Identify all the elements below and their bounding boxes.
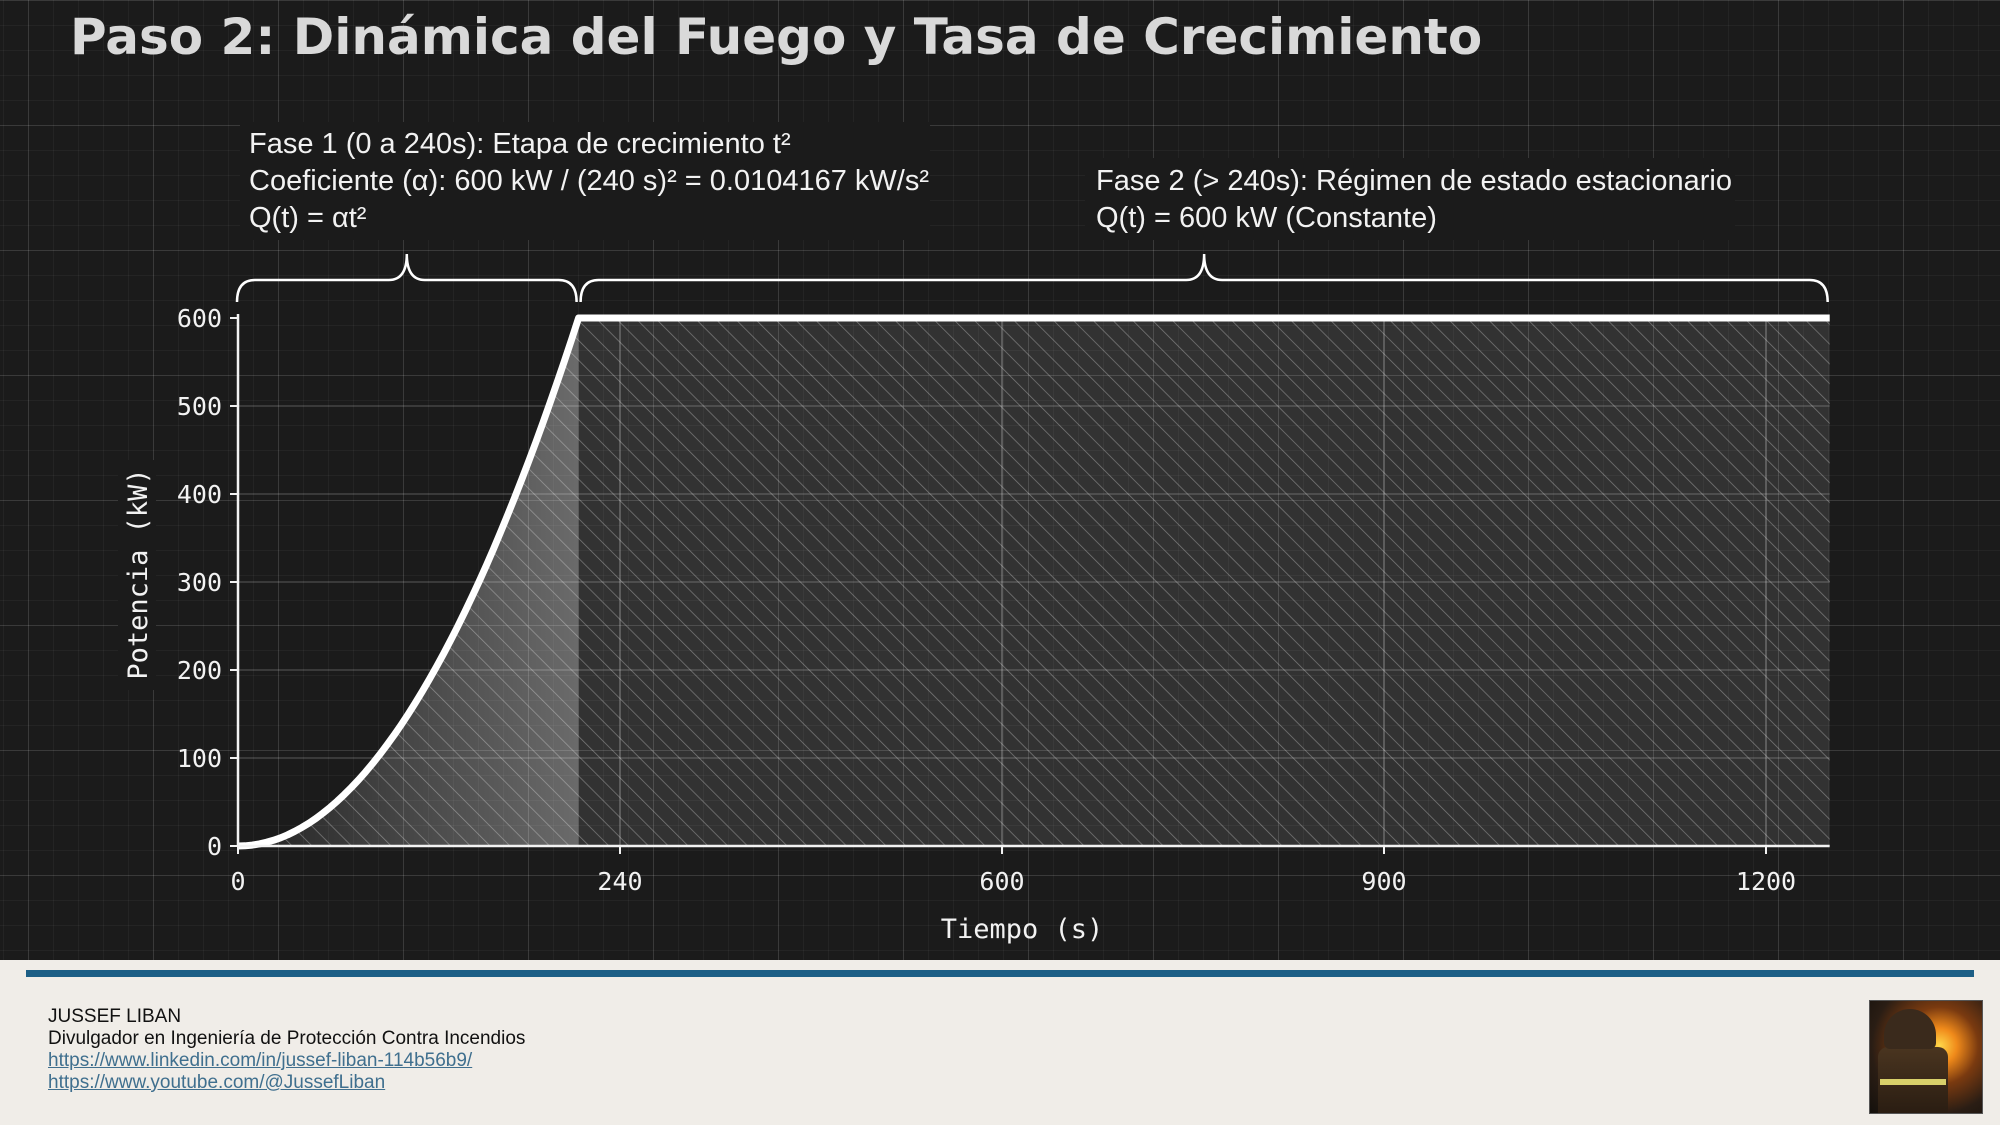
hrr-curve xyxy=(237,314,1830,850)
horizontal-gridlines xyxy=(238,405,1830,759)
author-role: Divulgador en Ingeniería de Protección C… xyxy=(48,1028,526,1049)
x-tick-label: 0 xyxy=(230,867,245,896)
phase1-brace xyxy=(235,253,578,303)
y-tick-label: 0 xyxy=(207,832,222,861)
phase2-line1: Fase 2 (> 240s): Régimen de estado estac… xyxy=(1096,165,1732,197)
phase2-label-bg xyxy=(1085,158,1735,240)
x-tick-label: 900 xyxy=(1361,867,1406,896)
linkedin-link[interactable]: https://www.linkedin.com/in/jussef-liban… xyxy=(48,1050,473,1071)
y-tick-label: 400 xyxy=(177,480,222,509)
plateau-area-hatch xyxy=(578,318,1830,846)
x-tick-label: 240 xyxy=(597,867,642,896)
y-tick-label: 600 xyxy=(177,304,222,333)
y-ticks: 0 100 200 300 400 500 600 xyxy=(177,304,238,861)
author-name: JUSSEF LIBAN xyxy=(48,1006,182,1027)
x-axis-label: Tiempo (s) xyxy=(941,914,1104,945)
y-tick-label: 100 xyxy=(177,744,222,773)
phase1-line3: Q(t) = αt² xyxy=(249,202,367,234)
firefighter-photo-icon xyxy=(1869,1000,1983,1114)
phase2-line2: Q(t) = 600 kW (Constante) xyxy=(1096,202,1437,234)
x-ticks: 0 240 600 900 1200 xyxy=(230,846,1796,896)
footer-accent-bar xyxy=(26,970,1974,977)
growth-area-hatch xyxy=(238,318,579,846)
phase1-line2: Coeficiente (α): 600 kW / (240 s)² = 0.0… xyxy=(249,165,929,197)
phase1-label-bg xyxy=(240,122,930,240)
y-axis-label: Potencia (kW) xyxy=(123,468,154,679)
y-tick-label: 200 xyxy=(177,656,222,685)
x-tick-label: 1200 xyxy=(1736,867,1796,896)
chart: Fase 1 (0 a 240s): Etapa de crecimiento … xyxy=(118,122,1830,945)
vertical-gridlines xyxy=(619,318,1767,846)
slide-title: Paso 2: Dinámica del Fuego y Tasa de Cre… xyxy=(70,8,1483,66)
y-tick-label: 500 xyxy=(177,392,222,421)
y-tick-label: 300 xyxy=(177,568,222,597)
ylabel-bg xyxy=(118,460,156,690)
plot-area xyxy=(237,314,1830,850)
phase2-brace xyxy=(579,253,1829,303)
footer: JUSSEF LIBAN Divulgador en Ingeniería de… xyxy=(48,1006,525,1094)
phase1-line1: Fase 1 (0 a 240s): Etapa de crecimiento … xyxy=(249,128,791,160)
photo-helmet-shape xyxy=(1884,1009,1936,1049)
photo-stripe-shape xyxy=(1880,1079,1946,1085)
youtube-link[interactable]: https://www.youtube.com/@JussefLiban xyxy=(48,1072,386,1093)
x-tick-label: 600 xyxy=(979,867,1024,896)
